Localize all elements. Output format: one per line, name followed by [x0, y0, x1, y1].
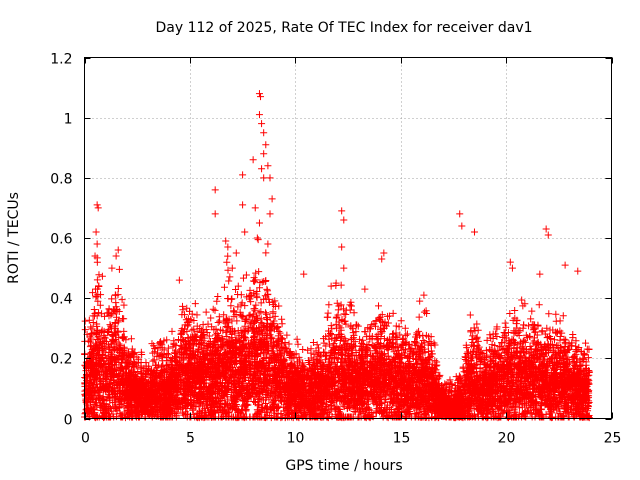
data-point — [102, 344, 110, 352]
data-point — [262, 249, 270, 257]
data-point — [325, 301, 333, 309]
data-point — [224, 266, 232, 274]
data-point — [243, 316, 251, 324]
data-point — [115, 265, 123, 273]
data-point — [211, 306, 219, 314]
data-point — [276, 329, 284, 337]
data-point — [585, 345, 593, 353]
data-point — [168, 327, 176, 335]
data-point — [401, 324, 409, 332]
data-point — [226, 273, 234, 281]
data-point — [433, 361, 441, 369]
data-point — [207, 314, 215, 322]
data-point — [191, 300, 199, 308]
data-point — [545, 310, 553, 318]
data-point — [246, 320, 254, 328]
data-point — [120, 327, 128, 335]
data-point — [304, 346, 312, 354]
data-point — [215, 313, 223, 321]
data-point — [506, 310, 514, 318]
data-point — [415, 313, 423, 321]
chart-title: Day 112 of 2025, Rate Of TEC Index for r… — [155, 20, 532, 36]
data-point — [528, 307, 536, 315]
data-point — [419, 336, 427, 344]
data-point — [179, 302, 187, 310]
data-point — [310, 350, 318, 358]
data-point — [92, 292, 100, 300]
data-point — [90, 305, 98, 313]
data-point — [474, 345, 482, 353]
data-point — [254, 236, 262, 244]
data-point — [95, 309, 103, 317]
data-point — [204, 320, 212, 328]
data-point — [85, 316, 93, 324]
data-point — [375, 302, 383, 310]
data-point — [214, 319, 222, 327]
data-point — [498, 339, 506, 347]
data-point — [241, 334, 249, 342]
data-point — [224, 252, 232, 260]
data-point — [324, 414, 332, 422]
data-point — [228, 264, 236, 272]
data-point — [108, 295, 116, 303]
data-point — [279, 335, 287, 343]
data-point — [94, 297, 102, 305]
data-point — [535, 301, 543, 309]
data-point — [402, 331, 410, 339]
data-point — [293, 335, 301, 343]
data-point — [295, 353, 303, 361]
data-point — [252, 269, 260, 277]
data-point — [160, 337, 168, 345]
data-point — [81, 317, 89, 325]
data-point — [114, 285, 122, 293]
data-point — [294, 340, 302, 348]
data-point — [255, 309, 263, 317]
data-point — [337, 281, 345, 289]
data-point — [227, 295, 235, 303]
data-points — [81, 90, 593, 422]
data-point — [220, 283, 228, 291]
data-point — [127, 335, 135, 343]
data-point — [164, 344, 172, 352]
data-point — [242, 271, 250, 279]
data-point — [511, 328, 519, 336]
data-point — [327, 322, 335, 330]
data-point — [246, 286, 254, 294]
data-point — [120, 301, 128, 309]
data-point — [205, 332, 213, 340]
data-point — [501, 319, 509, 327]
data-point — [340, 305, 348, 313]
data-point — [93, 276, 101, 284]
data-point — [525, 322, 533, 330]
